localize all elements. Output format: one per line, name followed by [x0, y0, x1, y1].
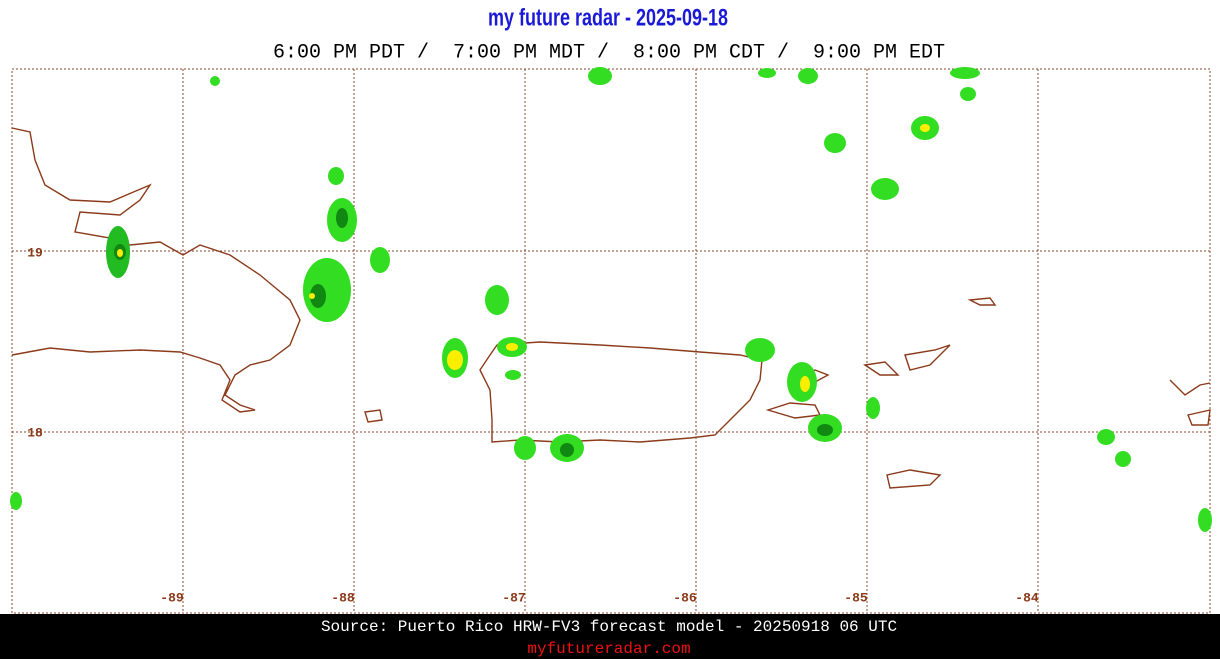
lon-label: -87: [502, 590, 525, 605]
map: 19 18 -89 -88 -87 -86 -85 -84: [10, 67, 1212, 614]
lon-label: -84: [1015, 590, 1039, 605]
lat-label: 19: [27, 245, 43, 260]
lon-label: -89: [160, 590, 184, 605]
time-line: 6:00 PM PDT / 7:00 PM MDT / 8:00 PM CDT …: [273, 41, 945, 64]
map-frame: [11, 68, 1211, 614]
coastlines: [11, 127, 1211, 489]
lon-label: -86: [673, 590, 697, 605]
lat-label: 18: [27, 425, 43, 440]
radar-echoes: [10, 67, 1212, 532]
lon-label: -88: [331, 590, 355, 605]
site-link[interactable]: myfutureradar.com: [527, 640, 690, 658]
title: my future radar - 2025-09-18: [488, 4, 728, 31]
source: Source: Puerto Rico HRW-FV3 forecast mod…: [321, 618, 897, 636]
grid-lines: [12, 69, 1210, 613]
footer-band: [0, 614, 1220, 659]
lon-label: -85: [844, 590, 868, 605]
